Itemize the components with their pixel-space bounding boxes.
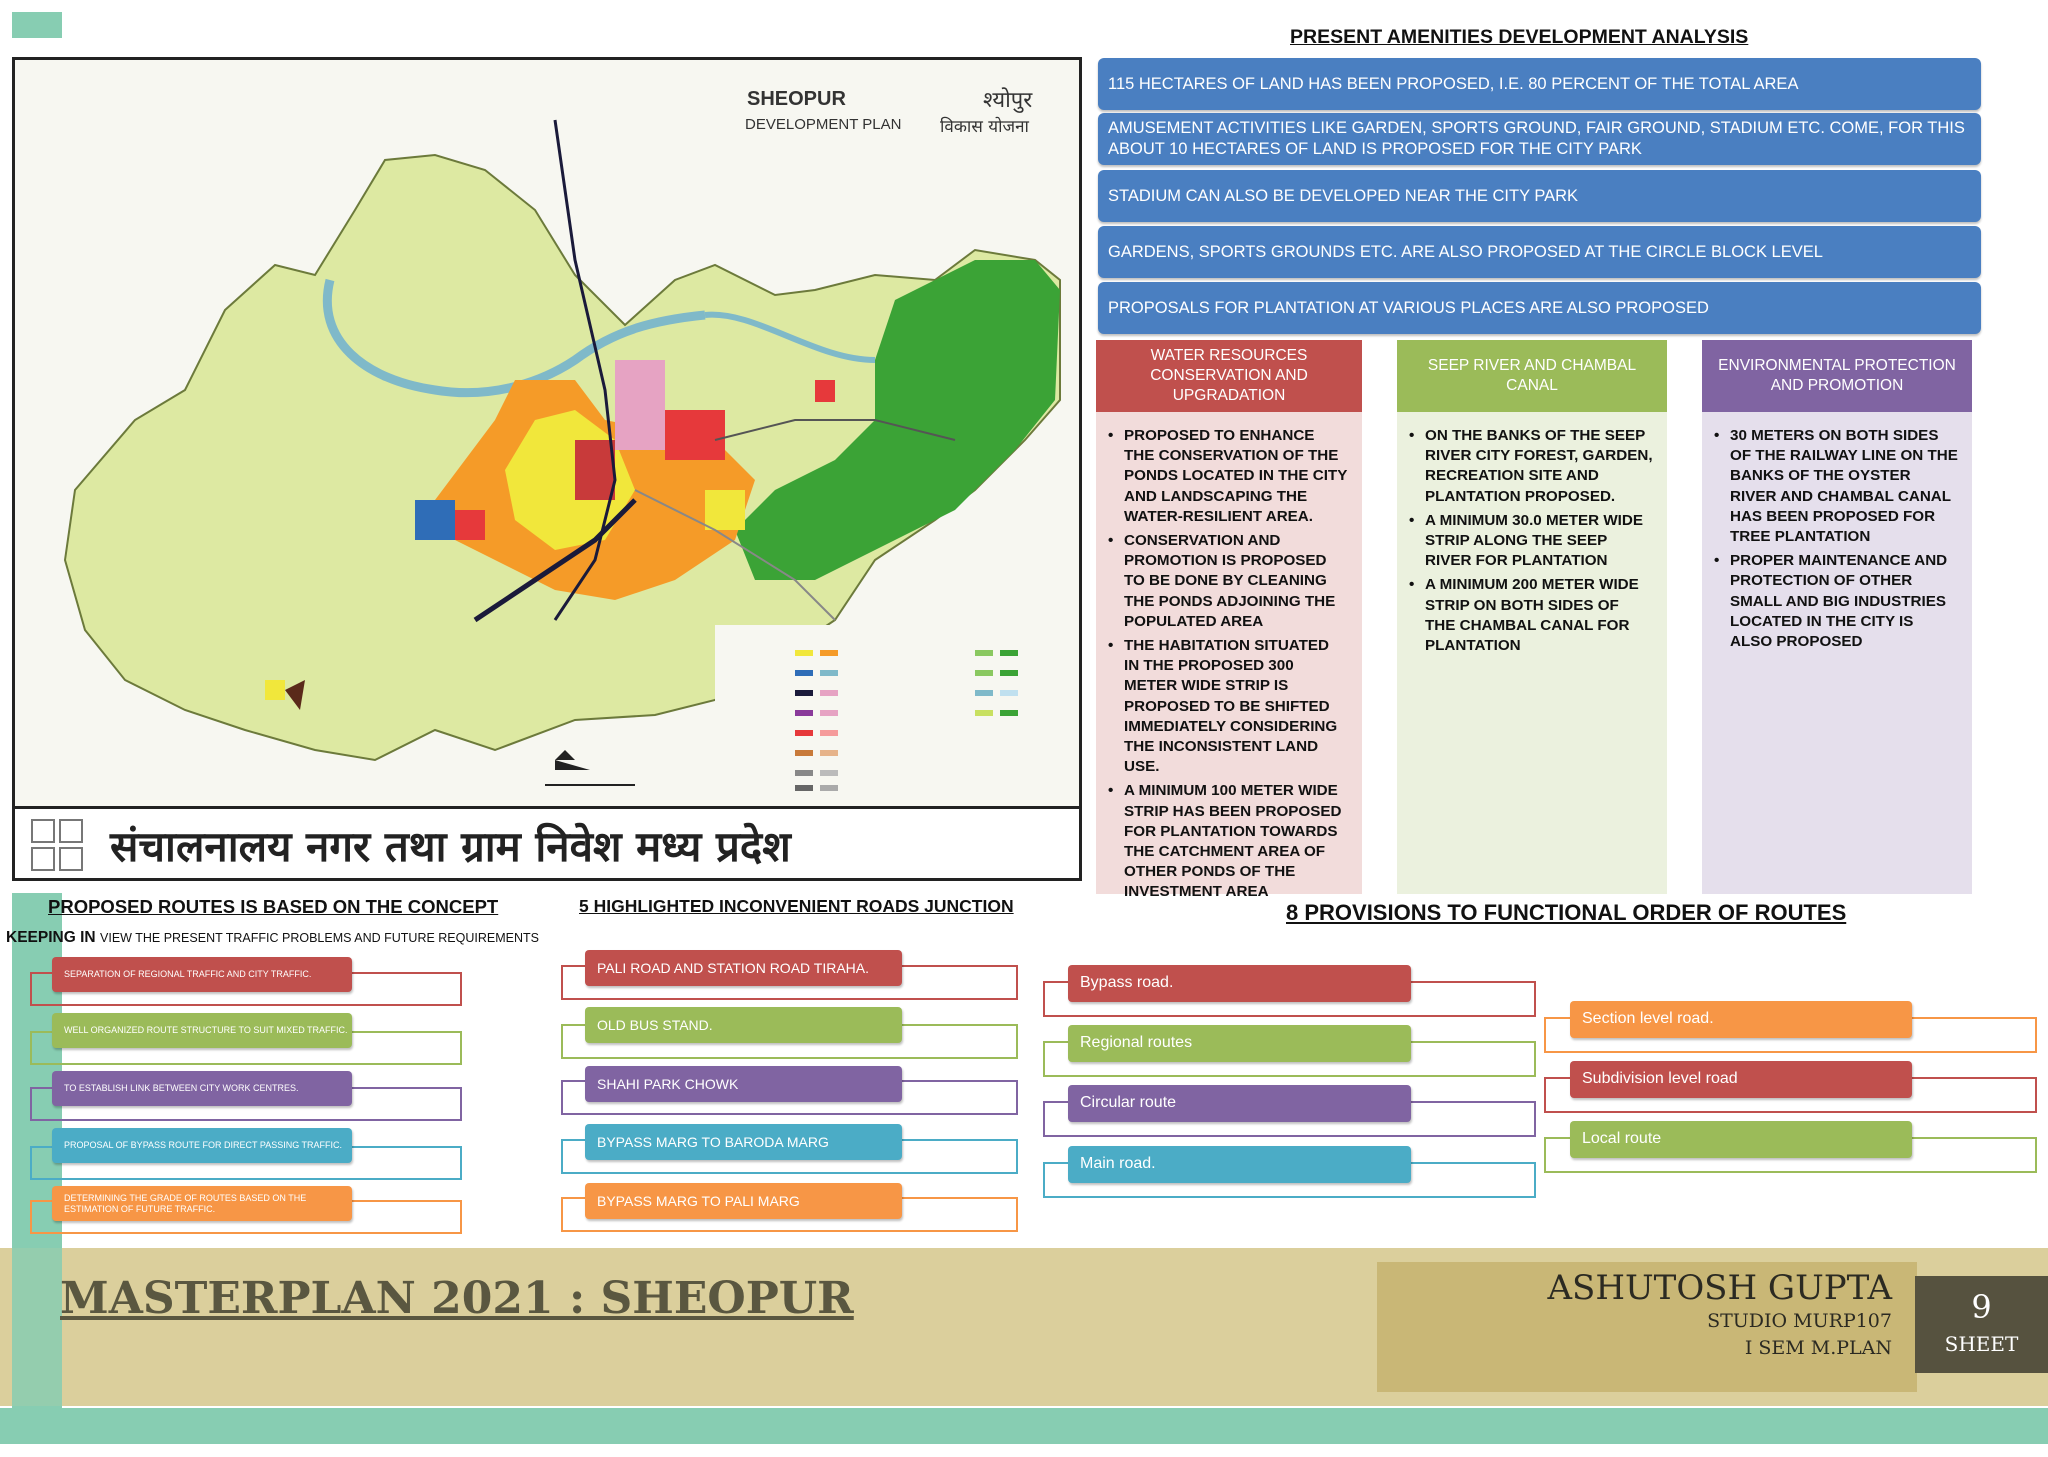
junction-item: PALI ROAD AND STATION ROAD TIRAHA. [585,950,902,986]
semester-label: I SEM M.PLAN [1744,1337,1892,1359]
list-item: CONSERVATION AND PROMOTION IS PROPOSED T… [1108,531,1348,632]
map-subtitle: DEVELOPMENT PLAN [745,116,902,133]
junctions-heading: 5 HIGHLIGHTED INCONVENIENT ROADS JUNCTIO… [579,896,1014,916]
north-arrow-icon [545,750,635,786]
concept-item: TO ESTABLISH LINK BETWEEN CITY WORK CENT… [52,1071,352,1106]
list-item: THE HABITATION SITUATED IN THE PROPOSED … [1108,636,1348,777]
junction-item: BYPASS MARG TO PALI MARG [585,1183,902,1219]
provision-item: Local route [1570,1121,1912,1158]
water-resources-heading: WATER RESOURCES CONSERVATION AND UPGRADA… [1096,340,1362,412]
junction-item: BYPASS MARG TO BARODA MARG [585,1124,902,1160]
seep-river-panel: ON THE BANKS OF THE SEEP RIVER CITY FORE… [1397,412,1667,894]
provisions-heading: 8 PROVISIONS TO FUNCTIONAL ORDER OF ROUT… [1286,900,1847,925]
sheet-indicator: 9 SHEET [1915,1276,2048,1373]
junction-item: SHAHI PARK CHOWK [585,1066,902,1102]
list-item: A MINIMUM 200 METER WIDE STRIP ON BOTH S… [1409,575,1653,656]
map-caption-text: संचालनालय नगर तथा ग्राम निवेश मध्य प्रदे… [110,822,791,871]
bottom-strip [0,1408,2048,1444]
map-caption-bar: संचालनालय नगर तथा ग्राम निवेश मध्य प्रदे… [12,809,1082,881]
concept-heading: PROPOSED ROUTES IS BASED ON THE CONCEPT [48,896,499,917]
map-title-hindi: श्योपुर [983,88,1033,113]
amenity-point: STADIUM CAN ALSO BE DEVELOPED NEAR THE C… [1098,170,1981,222]
environment-heading: ENVIRONMENTAL PROTECTION AND PROMOTION [1702,340,1972,412]
list-item: PROPER MAINTENANCE AND PROTECTION OF OTH… [1714,551,1958,652]
author-block [1377,1262,1917,1392]
seep-river-heading: SEEP RIVER AND CHAMBAL CANAL [1397,340,1667,412]
concept-item: DETERMINING THE GRADE OF ROUTES BASED ON… [52,1186,352,1221]
amenity-point: 115 HECTARES OF LAND HAS BEEN PROPOSED, … [1098,58,1981,110]
amenities-heading: PRESENT AMENITIES DEVELOPMENT ANALYSIS [1290,26,1749,48]
map-legend [715,625,1065,805]
list-item: ON THE BANKS OF THE SEEP RIVER CITY FORE… [1409,426,1653,507]
provision-item: Circular route [1068,1085,1411,1122]
development-plan-map: SHEOPUR DEVELOPMENT PLAN श्योपुर विकास य… [12,57,1082,809]
environment-panel: 30 METERS ON BOTH SIDES OF THE RAILWAY L… [1702,412,1972,894]
list-item: A MINIMUM 100 METER WIDE STRIP HAS BEEN … [1108,781,1348,902]
concept-item: WELL ORGANIZED ROUTE STRUCTURE TO SUIT M… [52,1013,352,1048]
top-left-accent [12,12,62,38]
map-title: SHEOPUR [747,88,846,110]
footer-strip-overlay [12,1248,62,1408]
provision-item: Main road. [1068,1146,1411,1183]
map-subtitle-hindi: विकास योजना [940,117,1029,137]
concept-item: SEPARATION OF REGIONAL TRAFFIC AND CITY … [52,957,352,992]
list-item: A MINIMUM 30.0 METER WIDE STRIP ALONG TH… [1409,511,1653,572]
provision-item: Subdivision level road [1570,1061,1912,1098]
water-resources-panel: PROPOSED TO ENHANCE THE CONSERVATION OF … [1096,412,1362,900]
concept-subheading-rest: VIEW THE PRESENT TRAFFIC PROBLEMS AND FU… [100,931,539,945]
provision-item: Bypass road. [1068,965,1411,1002]
list-item: 30 METERS ON BOTH SIDES OF THE RAILWAY L… [1714,426,1958,547]
junction-item: OLD BUS STAND. [585,1007,902,1043]
amenity-point: GARDENS, SPORTS GROUNDS ETC. ARE ALSO PR… [1098,226,1981,278]
list-item: PROPOSED TO ENHANCE THE CONSERVATION OF … [1108,426,1348,527]
provision-item: Regional routes [1068,1025,1411,1062]
land-use-map-image [15,60,1079,806]
grid-icon [31,819,85,873]
sheet-number: 9 [1971,1288,1992,1326]
sheet-label: SHEET [1944,1332,2019,1356]
amenity-point: AMUSEMENT ACTIVITIES LIKE GARDEN, SPORTS… [1098,113,1981,165]
studio-label: STUDIO MURP107 [1707,1310,1892,1332]
concept-subheading-prefix: KEEPING IN [6,929,96,946]
amenity-point: PROPOSALS FOR PLANTATION AT VARIOUS PLAC… [1098,282,1981,334]
masterplan-title: MASTERPLAN 2021 : SHEOPUR [60,1273,854,1324]
author-name: ASHUTOSH GUPTA [1547,1268,1892,1308]
concept-subheading: KEEPING IN VIEW THE PRESENT TRAFFIC PROB… [6,929,539,947]
provision-item: Section level road. [1570,1001,1912,1038]
concept-item: PROPOSAL OF BYPASS ROUTE FOR DIRECT PASS… [52,1128,352,1163]
